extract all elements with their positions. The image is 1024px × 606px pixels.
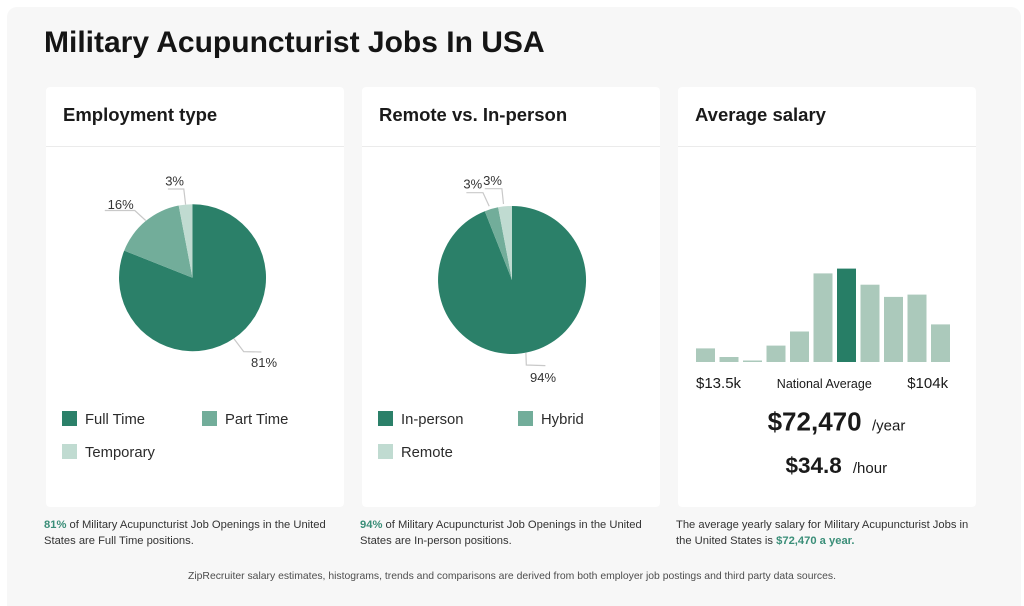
svg-text:94%: 94%	[530, 370, 556, 385]
svg-text:$13.5k: $13.5k	[696, 375, 742, 392]
svg-text:/year: /year	[872, 418, 905, 435]
svg-text:3%: 3%	[483, 173, 502, 188]
svg-text:/hour: /hour	[853, 460, 887, 477]
svg-text:National Average: National Average	[777, 377, 872, 391]
svg-text:3%: 3%	[463, 176, 482, 191]
svg-text:3%: 3%	[165, 173, 184, 188]
svg-text:$104k: $104k	[907, 375, 948, 392]
svg-text:$72,470: $72,470	[768, 407, 862, 437]
svg-text:16%: 16%	[108, 197, 134, 212]
svg-text:81%: 81%	[251, 355, 277, 370]
svg-text:$34.8: $34.8	[786, 453, 842, 478]
